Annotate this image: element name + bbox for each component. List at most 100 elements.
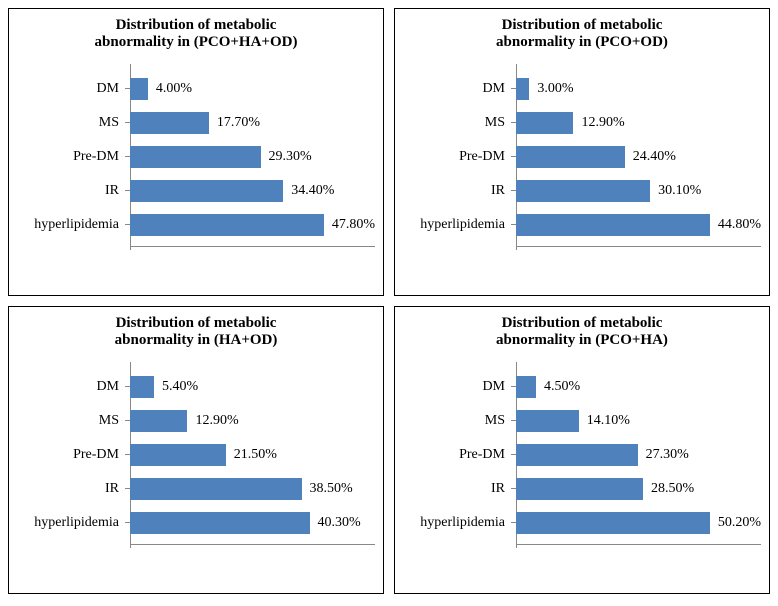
plot-area: DM3.00%MS12.90%Pre-DM24.40%IR30.10%hyper… <box>399 60 765 270</box>
bar-row: hyperlipidemia 50.20% <box>399 510 761 536</box>
bar-value-label: 40.30% <box>318 515 361 531</box>
bar <box>516 180 650 202</box>
panel-title: Distribution of metabolic abnormality in… <box>13 315 379 350</box>
bar-row: hyperlipidemia 40.30% <box>13 510 375 536</box>
bar <box>130 78 148 100</box>
bar-value-label: 34.40% <box>291 183 334 199</box>
bar-row: MS 14.10% <box>399 408 761 434</box>
bar-value-label: 47.80% <box>332 217 375 233</box>
bar <box>130 180 283 202</box>
bar-value-label: 17.70% <box>217 115 260 131</box>
bar-row: IR 28.50% <box>399 476 761 502</box>
panel-title: Distribution of metabolic abnormality in… <box>399 315 765 350</box>
bar-area: 17.70% <box>130 110 375 136</box>
panel-pco-od: Distribution of metabolic abnormality in… <box>394 8 770 296</box>
bar <box>516 410 579 432</box>
panel-title: Distribution of metabolic abnormality in… <box>13 17 379 52</box>
bar-row: Pre-DM 27.30% <box>399 442 761 468</box>
category-label: DM <box>13 379 125 395</box>
category-label: Pre-DM <box>399 447 511 463</box>
category-label: hyperlipidemia <box>399 515 511 531</box>
category-label: IR <box>399 183 511 199</box>
bar <box>130 112 209 134</box>
bar-area: 29.30% <box>130 144 375 170</box>
bar-row: MS 12.90% <box>13 408 375 434</box>
bar <box>130 410 187 432</box>
title-line2: abnormality in (HA+OD) <box>115 332 278 348</box>
bar-value-label: 27.30% <box>646 447 689 463</box>
bar-value-label: 21.50% <box>234 447 277 463</box>
category-label: DM <box>13 81 125 97</box>
bar-area: 38.50% <box>130 476 375 502</box>
x-axis <box>516 246 761 247</box>
x-axis <box>130 544 375 545</box>
title-line1: Distribution of metabolic <box>116 17 277 33</box>
bar-area: 14.10% <box>516 408 761 434</box>
bar-area: 28.50% <box>516 476 761 502</box>
bar-area: 5.40% <box>130 374 375 400</box>
category-label: MS <box>13 413 125 429</box>
title-line1: Distribution of metabolic <box>502 17 663 33</box>
bar-row: Pre-DM21.50% <box>13 442 375 468</box>
bar-area: 34.40% <box>130 178 375 204</box>
bar <box>516 478 643 500</box>
bar <box>516 112 573 134</box>
category-label: IR <box>13 481 125 497</box>
category-label: Pre-DM <box>399 149 511 165</box>
bar-value-label: 29.30% <box>269 149 312 165</box>
bar-row: IR 30.10% <box>399 178 761 204</box>
panel-pco-ha-od: Distribution of metabolic abnormality in… <box>8 8 384 296</box>
category-label: hyperlipidemia <box>13 515 125 531</box>
bar-area: 24.40% <box>516 144 761 170</box>
plot-area: DM 4.50% MS 14.10% Pre-DM 27.30% IR 28.50% hyper… <box>399 358 765 568</box>
category-label: DM <box>399 379 511 395</box>
bar <box>130 512 310 534</box>
title-line2: abnormality in (PCO+HA) <box>496 332 668 348</box>
bar <box>130 214 324 236</box>
bar <box>516 512 710 534</box>
category-label: MS <box>399 115 511 131</box>
bar-area: 50.20% <box>516 510 761 536</box>
bar-value-label: 30.10% <box>658 183 701 199</box>
bar-value-label: 12.90% <box>195 413 238 429</box>
bar <box>516 78 529 100</box>
bar-area: 4.50% <box>516 374 761 400</box>
bar-value-label: 38.50% <box>310 481 353 497</box>
bar-area: 4.00% <box>130 76 375 102</box>
bar-row: DM 5.40% <box>13 374 375 400</box>
bar-row: MS 17.70% <box>13 110 375 136</box>
title-line1: Distribution of metabolic <box>116 315 277 331</box>
bar-row: IR 38.50% <box>13 476 375 502</box>
bar-value-label: 4.50% <box>544 379 580 395</box>
bar-area: 27.30% <box>516 442 761 468</box>
bar-row: DM 4.00% <box>13 76 375 102</box>
bar-area: 44.80% <box>516 212 761 238</box>
bar-value-label: 4.00% <box>156 81 192 97</box>
category-label: Pre-DM <box>13 149 125 165</box>
panel-title: Distribution of metabolic abnormality in… <box>399 17 765 52</box>
bar-row: DM 4.50% <box>399 374 761 400</box>
category-label: IR <box>399 481 511 497</box>
bar-area: 21.50% <box>130 442 375 468</box>
title-line2: abnormality in (PCO+HA+OD) <box>95 34 298 50</box>
bar <box>130 444 226 466</box>
bar <box>516 146 625 168</box>
bar-row: hyperlipidemia47.80% <box>13 212 375 238</box>
bar-area: 12.90% <box>130 408 375 434</box>
title-line1: Distribution of metabolic <box>502 315 663 331</box>
panel-pco-ha: Distribution of metabolic abnormality in… <box>394 306 770 594</box>
bar <box>516 376 536 398</box>
x-axis <box>516 544 761 545</box>
category-label: MS <box>13 115 125 131</box>
title-line2: abnormality in (PCO+OD) <box>496 34 668 50</box>
category-label: hyperlipidemia <box>399 217 511 233</box>
bar-value-label: 3.00% <box>537 81 573 97</box>
bar <box>516 214 710 236</box>
bar-area: 47.80% <box>130 212 375 238</box>
chart-grid: Distribution of metabolic abnormality in… <box>8 8 770 594</box>
bar-value-label: 5.40% <box>162 379 198 395</box>
bar-value-label: 44.80% <box>718 217 761 233</box>
bar-area: 12.90% <box>516 110 761 136</box>
bar-row: hyperlipidemia 44.80% <box>399 212 761 238</box>
category-label: MS <box>399 413 511 429</box>
